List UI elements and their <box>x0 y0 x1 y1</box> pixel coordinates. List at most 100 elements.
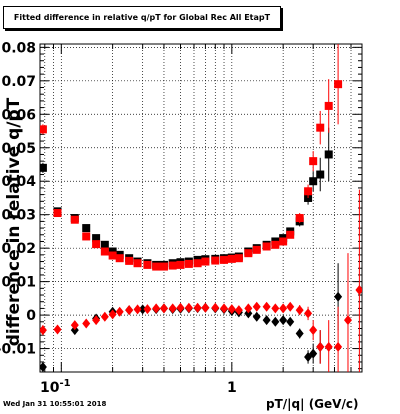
chart-title: Fitted difference in relative q/pT for G… <box>3 6 281 29</box>
data-point <box>271 240 280 249</box>
data-point <box>324 101 333 110</box>
data-point <box>152 303 161 314</box>
data-point <box>100 311 109 322</box>
y-tick-label: 0.03 <box>1 208 36 224</box>
data-point <box>159 303 168 314</box>
data-point <box>201 257 210 266</box>
data-point <box>227 304 236 315</box>
data-point <box>262 242 271 251</box>
data-point <box>309 348 318 359</box>
data-point <box>40 361 47 372</box>
data-point <box>53 324 62 335</box>
data-point <box>40 163 47 172</box>
data-point <box>316 170 325 179</box>
y-tick-label: 0.08 <box>1 40 36 56</box>
data-point <box>334 80 343 89</box>
data-point <box>92 315 101 326</box>
data-point <box>252 301 261 312</box>
x-axis-label: pT/|q| (GeV/c) <box>266 397 359 411</box>
data-point <box>309 325 318 336</box>
data-point <box>82 224 91 233</box>
data-point <box>176 302 185 313</box>
y-tick-label: 0.04 <box>1 174 36 190</box>
series-3 <box>40 189 362 372</box>
x-tick-label: 10-1 <box>40 378 71 396</box>
data-point <box>295 328 304 339</box>
data-point <box>227 254 236 263</box>
data-point <box>159 262 168 271</box>
data-point <box>244 249 253 258</box>
data-point <box>295 305 304 316</box>
data-point <box>244 303 253 314</box>
data-point <box>252 311 261 322</box>
data-point <box>355 285 362 295</box>
data-point <box>244 308 253 319</box>
data-point <box>193 259 202 268</box>
series-2 <box>40 263 343 372</box>
data-point <box>309 177 318 186</box>
data-point <box>271 316 280 327</box>
data-point <box>220 303 229 314</box>
data-point <box>176 260 185 269</box>
data-point <box>100 240 109 249</box>
data-point <box>133 304 142 315</box>
y-tick-label: 0.05 <box>1 141 36 157</box>
data-point <box>334 291 343 302</box>
data-point <box>286 230 295 239</box>
data-point <box>211 256 220 265</box>
series-0 <box>40 127 333 269</box>
y-tick-label: 0 <box>26 308 36 324</box>
data-point <box>108 247 117 256</box>
data-point <box>184 302 193 313</box>
y-tick-label: 0.01 <box>1 275 36 291</box>
data-point <box>108 309 117 320</box>
data-point <box>40 325 47 336</box>
data-point <box>316 123 325 132</box>
y-tick-label: 0.02 <box>1 241 36 257</box>
y-tick-label: 0.06 <box>1 107 36 123</box>
data-point <box>92 240 101 249</box>
y-tick-label: -0.01 <box>0 342 36 358</box>
data-point <box>316 341 325 352</box>
data-point <box>100 247 109 256</box>
series-1 <box>40 44 343 271</box>
data-point <box>262 301 271 312</box>
x-tick-label: 1 <box>227 380 237 396</box>
data-point <box>115 306 124 317</box>
data-point <box>343 315 352 326</box>
data-point <box>70 325 79 336</box>
data-point <box>279 315 288 326</box>
data-point <box>143 304 152 315</box>
data-point <box>92 234 101 243</box>
data-point <box>234 305 243 316</box>
data-point <box>286 301 295 312</box>
data-point <box>115 254 124 263</box>
data-point <box>168 261 177 270</box>
data-point <box>304 187 313 196</box>
data-point <box>184 259 193 268</box>
data-point <box>286 316 295 327</box>
data-point <box>334 341 343 352</box>
data-point <box>324 341 333 352</box>
data-point <box>262 315 271 326</box>
data-point <box>201 302 210 313</box>
data-point <box>279 237 288 246</box>
timestamp: Wed Jan 31 10:55:01 2018 <box>3 400 107 408</box>
data-point <box>40 125 47 134</box>
data-point <box>324 150 333 159</box>
data-point <box>138 304 147 315</box>
data-point <box>295 214 304 223</box>
data-point <box>220 255 229 264</box>
data-point <box>133 259 142 268</box>
data-point <box>108 251 117 260</box>
data-point <box>70 320 79 331</box>
data-point <box>82 232 91 241</box>
data-point <box>304 308 313 319</box>
data-point <box>82 318 91 329</box>
data-point <box>234 254 243 263</box>
data-point <box>252 245 261 254</box>
y-tick-label: 0.07 <box>1 74 36 90</box>
data-points <box>40 44 362 372</box>
